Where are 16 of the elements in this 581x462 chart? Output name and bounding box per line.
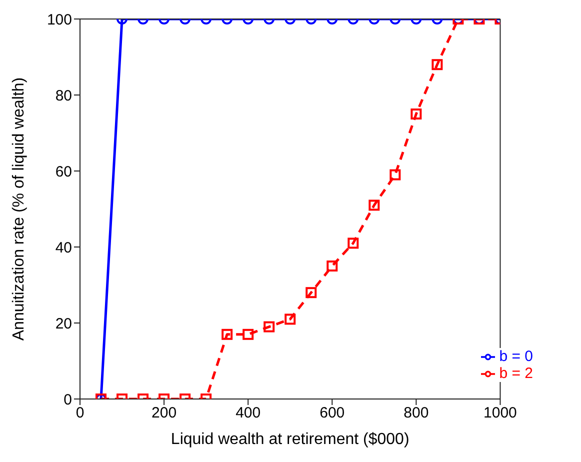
y-tick-label: 60 (55, 163, 72, 180)
x-tick-label: 800 (404, 404, 429, 422)
x-tick-label: 1000 (484, 404, 517, 422)
x-tick-label: 400 (236, 404, 261, 422)
legend-label: b = 0 (499, 348, 533, 365)
legend-label: b = 2 (499, 365, 533, 382)
x-tick-label: 200 (152, 404, 177, 422)
y-axis-title: Annuitization rate (% of liquid wealth) (10, 77, 28, 341)
x-tick-label: 600 (320, 404, 345, 422)
y-tick-label: 80 (55, 87, 72, 104)
x-tick-label: 0 (76, 404, 84, 422)
x-axis-title: Liquid wealth at retirement ($000) (170, 431, 410, 448)
y-tick-label: 100 (46, 11, 72, 28)
y-tick-label: 40 (55, 239, 72, 256)
y-tick-label: 20 (55, 315, 72, 332)
y-tick-label: 0 (64, 391, 72, 408)
